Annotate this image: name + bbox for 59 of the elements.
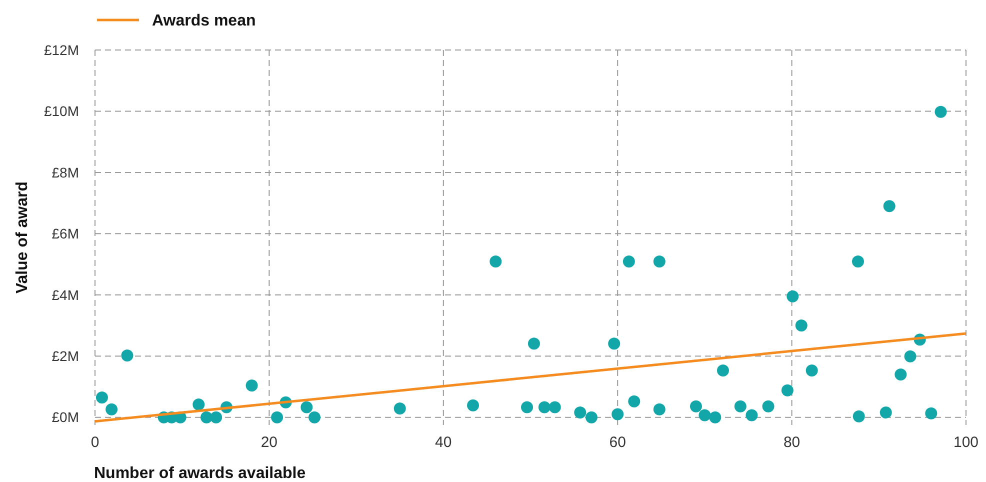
y-tick-label: £6M [52,226,79,242]
point [934,106,947,118]
y-axis-title: Value of award [14,181,31,294]
point [781,384,794,396]
point [585,411,598,424]
point [121,350,134,362]
point [716,364,729,377]
point [612,408,624,420]
point [394,402,406,414]
point [786,290,799,302]
point [795,320,808,332]
point [698,409,711,422]
point [490,256,502,268]
x-tick-label: 40 [435,434,452,451]
point [883,200,896,212]
point [271,411,284,424]
y-tick-label: £0M [52,409,79,426]
point [628,395,640,408]
point [622,256,635,268]
x-tick-label: 0 [90,434,100,451]
point [210,411,222,424]
point [96,391,108,404]
point [709,411,722,424]
x-tick-label: 80 [783,434,800,451]
x-tick-label: 60 [609,434,626,451]
x-tick-label: 100 [953,434,979,451]
point [904,350,916,362]
point [894,368,907,380]
point [528,338,540,350]
y-tick-label: £4M [52,286,79,303]
point [852,256,864,268]
point [925,407,938,420]
point [762,400,774,412]
y-tick-label: £2M [52,348,79,364]
point [467,399,480,412]
y-tick-label: £8M [52,164,79,180]
point [608,338,620,350]
point [246,380,258,392]
x-axis-title: Number of awards available [94,465,306,482]
point [806,364,818,377]
point [548,401,561,414]
point [574,406,586,418]
point [521,401,534,414]
point [852,410,865,422]
y-tick-label: £12M [44,42,79,58]
legend-label: Awards mean [152,12,256,30]
point [880,406,892,418]
point [538,401,550,414]
point [690,400,702,412]
point [653,256,666,268]
point [192,398,205,410]
y-tick-label: £10M [44,103,79,120]
point [746,409,758,422]
point [300,401,313,414]
point [653,403,666,416]
point [308,411,320,424]
point [106,403,118,416]
point [734,400,746,412]
x-tick-label: 20 [260,434,278,451]
